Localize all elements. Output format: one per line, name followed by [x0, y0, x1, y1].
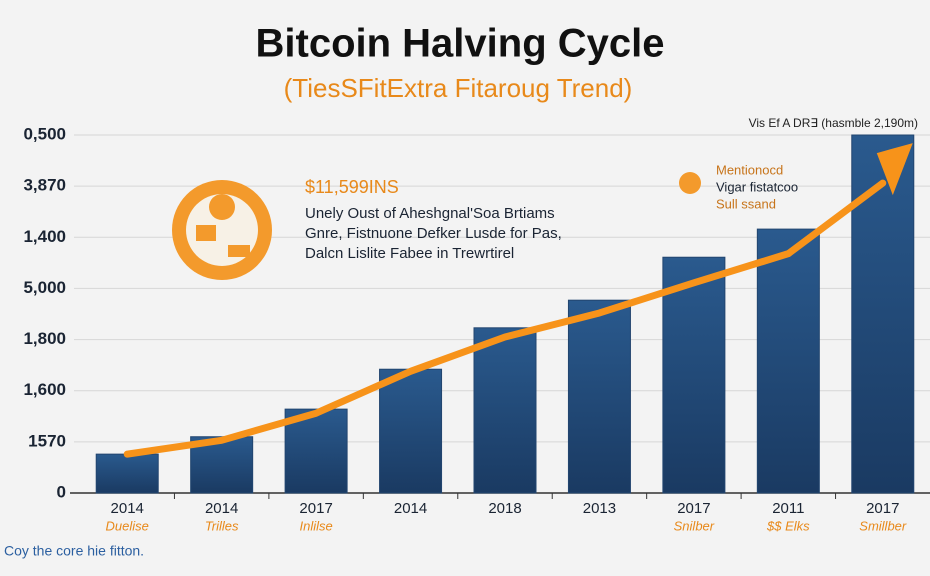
annotation-line: Dalcn Lislite Fabee in Trewrtirel — [305, 245, 514, 262]
bar — [473, 327, 537, 494]
annotation-line: Unely Oust of Aheshgnal'Soa Brtiams — [305, 205, 555, 222]
x-tick-label: 2018 — [488, 500, 521, 517]
x-tick-label: 2014 — [205, 500, 238, 517]
trend-line — [123, 179, 887, 458]
y-tick-label: 1,400 — [23, 227, 66, 246]
annotation: Vis Ef A DR∃ (hasmble 2,190m) — [749, 116, 918, 130]
x-sublabel: Snilber — [674, 518, 715, 533]
x-tick-label: 2017 — [677, 500, 710, 517]
footer: Coy the core hie fitton. — [4, 543, 144, 559]
x-tick-label: 2017 — [866, 500, 899, 517]
annotation-price: $11,599INS — [305, 177, 399, 197]
y-tick-label: 1,600 — [23, 380, 66, 399]
bar — [379, 368, 443, 494]
right-icon — [679, 172, 701, 194]
annotation-line: Sull ssand — [716, 196, 776, 211]
bar — [567, 299, 631, 494]
chart-title: Bitcoin Halving Cycle — [256, 22, 665, 66]
y-tick-label: 1570 — [28, 431, 66, 450]
chart-subtitle: (TiesSFitExtra Fitaroug Trend) — [284, 73, 633, 103]
x-tick-label: 2013 — [583, 500, 616, 517]
x-tick-label: 2017 — [299, 500, 332, 517]
x-tick-label: 2014 — [111, 500, 144, 517]
x-sublabel: Smillber — [859, 518, 907, 533]
bar — [851, 134, 915, 494]
x-sublabel: Duelise — [106, 518, 149, 533]
arrow-head — [876, 143, 913, 196]
x-tick-label: 2011 — [772, 500, 804, 517]
annotation-line: Mentionocd — [716, 162, 783, 177]
bar — [284, 408, 348, 494]
bar — [756, 228, 820, 494]
x-sublabel: Inlilse — [299, 518, 332, 533]
x-tick-label: 2014 — [394, 500, 427, 517]
bar — [662, 256, 726, 494]
annotation-line: Vigar fistatcoo — [716, 179, 798, 194]
x-sublabel: $$ Elks — [766, 518, 810, 533]
y-tick-label: 1,800 — [23, 329, 66, 348]
y-tick-label: 0 — [57, 482, 66, 501]
y-tick-label: 3,870 — [23, 176, 66, 195]
y-tick-label: 5,000 — [23, 278, 66, 297]
bar — [95, 453, 159, 494]
y-tick-label: 0,500 — [23, 124, 66, 143]
center-icon — [172, 180, 272, 280]
annotation-line: Gnre, Fistnuone Defker Lusde for Pas, — [305, 225, 562, 242]
x-sublabel: Trilles — [205, 518, 239, 533]
